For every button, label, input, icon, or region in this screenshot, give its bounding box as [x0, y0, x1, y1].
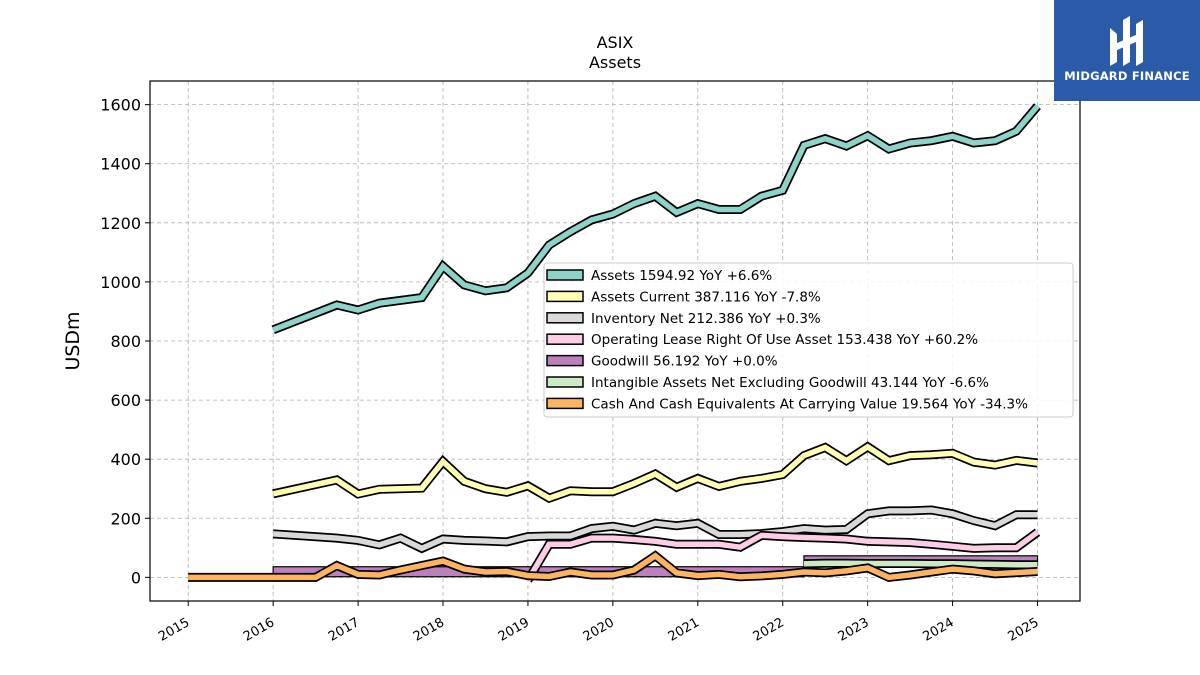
- legend-swatch: [546, 397, 584, 410]
- y-tick-label: 1000: [100, 273, 141, 292]
- y-tick-label: 0: [131, 568, 141, 587]
- x-tick-label: 2021: [666, 615, 702, 645]
- series-line: [272, 441, 1039, 504]
- series-path: [803, 560, 1038, 568]
- x-axis: 2015 2016 2017 2018 2019 2020 2021 2022 2023 2024…: [156, 601, 1042, 645]
- plot-area: [188, 103, 1041, 583]
- legend-label: Inventory Net 212.386 YoY +0.3%: [591, 311, 821, 327]
- y-tick-label: 800: [110, 332, 141, 351]
- series-path: [272, 104, 1040, 333]
- midgard-finance-logo: MIDGARD FINANCE: [1054, 0, 1200, 101]
- y-tick-label: 600: [110, 391, 141, 410]
- legend-item: Intangible Assets Net Excluding Goodwill…: [546, 375, 989, 391]
- legend-item: Cash And Cash Equivalents At Carrying Va…: [546, 396, 1028, 412]
- legend-label: Assets Current 387.116 YoY -7.8%: [591, 289, 821, 305]
- chart-title: ASIX: [597, 33, 634, 52]
- y-tick-label: 1600: [100, 96, 141, 115]
- series-path: [273, 507, 1038, 552]
- y-tick-label: 200: [110, 509, 141, 528]
- legend-item: Inventory Net 212.386 YoY +0.3%: [546, 311, 821, 327]
- legend-item: Operating Lease Right Of Use Asset 153.4…: [546, 332, 978, 348]
- series-line: [271, 103, 1041, 334]
- legend-swatch: [546, 333, 584, 345]
- series-line: [524, 528, 1041, 583]
- legend-swatch: [546, 269, 584, 281]
- x-tick-label: 2016: [241, 615, 277, 645]
- legend-swatch: [546, 354, 584, 367]
- series-path: [272, 443, 1038, 502]
- legend: Assets 1594.92 YoY +6.6% Assets Current 3…: [543, 262, 1074, 418]
- x-tick-label: 2024: [921, 615, 957, 645]
- series-path: [188, 552, 1038, 581]
- legend-swatch: [546, 290, 584, 303]
- x-tick-label: 2023: [836, 615, 872, 645]
- x-tick-label: 2015: [156, 615, 192, 645]
- legend-item: Assets Current 387.116 YoY -7.8%: [546, 289, 821, 305]
- x-tick-label: 2017: [326, 615, 362, 645]
- series-line: [272, 505, 1038, 554]
- legend-label: Intangible Assets Net Excluding Goodwill…: [591, 375, 989, 391]
- legend-label: Cash And Cash Equivalents At Carrying Va…: [591, 396, 1028, 412]
- x-tick-label: 2019: [496, 615, 532, 645]
- legend-label: Goodwill 56.192 YoY +0.0%: [591, 354, 778, 370]
- series-line: [188, 550, 1038, 583]
- legend-box: [543, 262, 1074, 418]
- y-axis-label: USDm: [62, 311, 84, 370]
- legend-label: Assets 1594.92 YoY +6.6%: [591, 268, 772, 284]
- y-axis: 0 200 400 600 800 1000 1200 1400 1600: [100, 96, 150, 587]
- legend-item: Assets 1594.92 YoY +6.6%: [546, 268, 772, 284]
- y-tick-label: 1400: [100, 155, 141, 174]
- legend-swatch: [546, 312, 584, 324]
- y-tick-label: 400: [110, 450, 141, 469]
- logo-text: MIDGARD FINANCE: [1064, 69, 1190, 83]
- legend-swatch: [546, 376, 584, 388]
- legend-label: Operating Lease Right Of Use Asset 153.4…: [591, 332, 978, 348]
- y-tick-label: 1200: [100, 214, 141, 233]
- x-tick-label: 2020: [581, 615, 617, 645]
- series-path: [525, 529, 1040, 582]
- chart-subtitle: Assets: [589, 53, 641, 72]
- x-tick-label: 2022: [751, 615, 787, 645]
- x-tick-label: 2025: [1005, 615, 1041, 645]
- logo-mark-icon: [1110, 16, 1143, 66]
- legend-item: Goodwill 56.192 YoY +0.0%: [546, 354, 778, 370]
- series-line: [803, 558, 1038, 570]
- x-tick-label: 2018: [411, 615, 447, 645]
